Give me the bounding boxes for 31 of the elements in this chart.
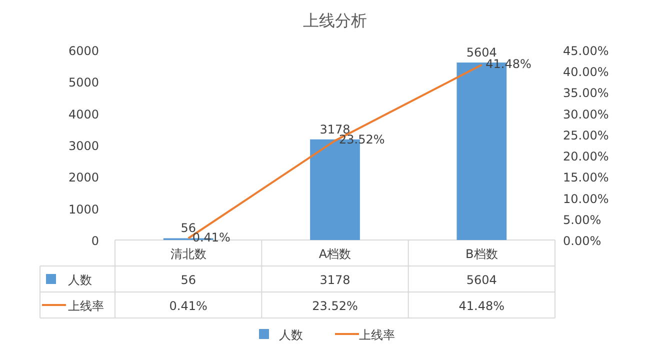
y2-tick-label: 15.00% [563, 170, 609, 185]
legend-label: 上线率 [359, 328, 395, 342]
y-tick-label: 2000 [68, 170, 99, 185]
y2-tick-label: 25.00% [563, 128, 609, 142]
y2-tick-label: 10.00% [563, 192, 609, 206]
data-label: 23.52% [312, 299, 358, 313]
y2-tick-label: 45.00% [563, 44, 609, 58]
x-tick-label: A档数 [318, 247, 352, 261]
legend-label: 人数 [68, 273, 92, 287]
text: 人数 [279, 328, 303, 342]
x-tick-label: B档数 [466, 247, 498, 261]
y-tick-label: 1000 [68, 202, 99, 216]
data-label: 0.41% [169, 299, 208, 313]
y2-tick-label: 35.00% [563, 86, 609, 100]
y-tick-label: 6000 [68, 44, 99, 58]
y2-tick-label: 30.00% [563, 107, 609, 122]
text: 上线率 [68, 299, 104, 313]
chart-title: 上线分析 [303, 11, 367, 30]
y-tick-label: 4000 [68, 107, 99, 122]
y2-tick-label: 0.00% [563, 234, 602, 248]
y2-tick-label: 5.00% [563, 212, 602, 227]
y2-tick-label: 40.00% [563, 65, 609, 80]
data-label: 5604 [466, 273, 497, 287]
data-label: 41.48% [458, 299, 505, 313]
y-tick-label: 0 [91, 234, 99, 248]
y2-tick-label: 20.00% [563, 150, 609, 164]
data-label: 3178 [320, 273, 350, 287]
data-label: 56 [180, 273, 196, 287]
y-tick-label: 5000 [68, 76, 99, 90]
x-tick-label: 清北数 [170, 247, 206, 261]
y-tick-label: 3000 [68, 139, 99, 153]
